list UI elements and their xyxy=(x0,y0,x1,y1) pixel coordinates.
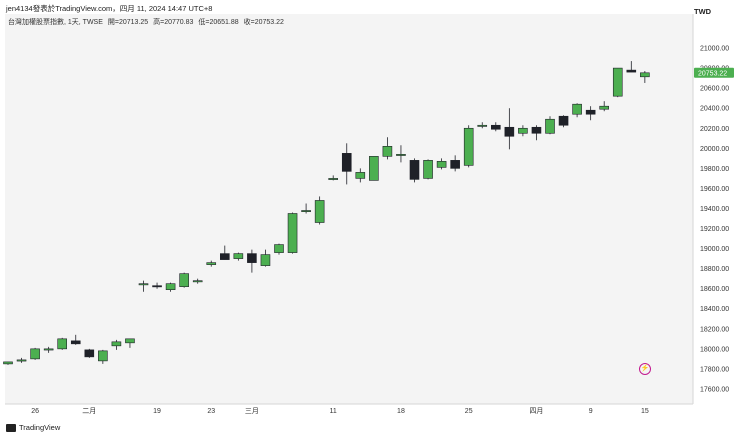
tradingview-logo[interactable]: TradingView xyxy=(6,423,60,432)
x-tick-label: 26 xyxy=(31,408,39,415)
y-tick-label: 21000.00 xyxy=(700,46,729,53)
x-tick-label: 9 xyxy=(589,408,593,415)
candle-body xyxy=(423,160,433,179)
y-tick-label: 19000.00 xyxy=(700,246,729,253)
currency-label[interactable]: TWD xyxy=(694,7,712,16)
x-tick-label: 三月 xyxy=(245,407,259,415)
candle-body xyxy=(84,349,95,358)
candle-body xyxy=(341,153,352,172)
candle-body xyxy=(518,127,528,134)
candle-body xyxy=(179,273,189,287)
candle-body xyxy=(558,115,569,126)
candle-body xyxy=(138,283,149,286)
candle-body xyxy=(16,359,27,362)
lightning-icon[interactable]: ⚡ xyxy=(639,363,651,375)
author-line: jen4134發表於TradingView.com，四月 11, 2024 14… xyxy=(6,4,213,13)
candle-body xyxy=(409,160,420,180)
candle-body xyxy=(436,161,447,168)
candle-body xyxy=(450,160,460,169)
candle-body xyxy=(355,172,366,179)
candle-body xyxy=(369,156,379,181)
x-tick-label: 23 xyxy=(207,408,215,415)
y-tick-label: 17800.00 xyxy=(700,366,729,373)
last-price-label: 20753.22 xyxy=(698,70,727,77)
candle-body xyxy=(247,253,257,263)
y-tick-label: 19600.00 xyxy=(700,186,729,193)
candle-body xyxy=(640,72,650,78)
candle-body xyxy=(382,146,393,157)
candle-body xyxy=(287,213,298,253)
y-tick-label: 20000.00 xyxy=(700,146,729,153)
header-bar: jen4134發表於TradingView.com，四月 11, 2024 14… xyxy=(0,0,740,16)
footer: TradingView xyxy=(0,420,740,436)
y-tick-label: 19800.00 xyxy=(700,166,729,173)
candle-body xyxy=(599,105,610,110)
x-tick-label: 二月 xyxy=(82,407,96,415)
candle-body xyxy=(274,244,284,253)
x-tick-label: 四月 xyxy=(529,407,543,415)
candle-body xyxy=(626,69,637,73)
candle-body xyxy=(531,126,542,134)
x-tick-label: 25 xyxy=(465,408,473,415)
candle-body xyxy=(220,253,230,260)
y-tick-label: 20200.00 xyxy=(700,126,729,133)
candle-body xyxy=(328,178,339,180)
y-tick-label: 18600.00 xyxy=(700,286,729,293)
candle-body xyxy=(314,200,325,223)
y-tick-label: 18000.00 xyxy=(700,346,729,353)
y-tick-label: 17600.00 xyxy=(700,386,729,393)
y-tick-label: 19200.00 xyxy=(700,226,729,233)
x-tick-label: 19 xyxy=(153,408,161,415)
y-tick-label: 20600.00 xyxy=(700,86,729,93)
candle-body xyxy=(111,341,122,347)
legend-close: 收=20753.22 xyxy=(243,19,284,26)
candle-body xyxy=(572,103,582,115)
x-tick-label: 11 xyxy=(330,408,337,415)
candle-body xyxy=(260,254,271,266)
tradingview-logo-icon xyxy=(6,423,16,432)
candle-body xyxy=(3,361,13,365)
legend-high: 高=20770.83 xyxy=(153,19,194,26)
last-price-tag xyxy=(694,67,734,78)
candle-body xyxy=(233,253,244,259)
candle-body xyxy=(30,348,40,360)
x-tick-label: 15 xyxy=(641,408,649,415)
candle-body xyxy=(585,109,596,115)
candle-body xyxy=(98,350,108,362)
candle-body xyxy=(477,124,488,127)
candle-body xyxy=(57,338,68,350)
x-tick-label: 18 xyxy=(397,408,405,415)
candle-body xyxy=(192,280,203,283)
candle-body xyxy=(301,210,311,212)
candle-body xyxy=(612,67,623,97)
candle-body xyxy=(43,348,54,351)
candle-body xyxy=(206,262,217,265)
candle-body xyxy=(396,154,406,156)
candle-body xyxy=(152,285,162,288)
candle-body xyxy=(165,283,176,290)
symbol-legend: 台灣加權股票指數, 1天, TWSE 開=20713.25 高=20770.83… xyxy=(8,17,287,27)
candle-body xyxy=(490,124,501,130)
legend-open: 開=20713.25 xyxy=(107,19,149,26)
candle-body xyxy=(463,127,474,166)
legend-low: 低=20651.88 xyxy=(198,19,239,26)
y-tick-label: 18200.00 xyxy=(700,326,729,333)
candle-body xyxy=(504,126,515,137)
y-tick-label: 19400.00 xyxy=(700,206,729,213)
y-tick-label: 18800.00 xyxy=(700,266,729,273)
y-tick-label: 18400.00 xyxy=(700,306,729,313)
y-tick-label: 20400.00 xyxy=(700,106,729,113)
plot-area xyxy=(5,14,693,404)
candle-body xyxy=(70,340,81,345)
legend-title: 台灣加權股票指數, 1天, TWSE xyxy=(8,19,103,26)
candle-body xyxy=(125,338,135,344)
candle-body xyxy=(545,118,555,134)
brand-name: TradingView xyxy=(19,423,61,432)
